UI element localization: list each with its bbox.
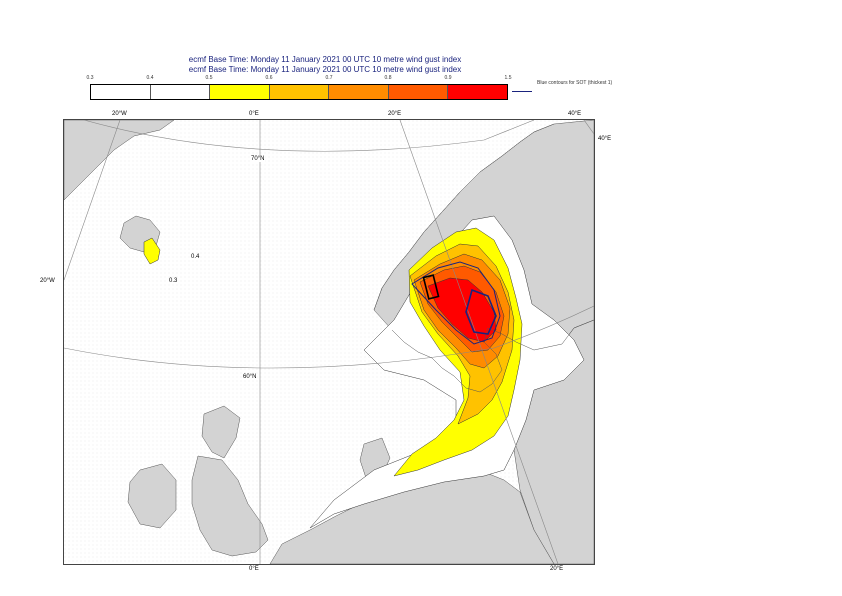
greenland-east-coast [64, 120, 175, 201]
chart-title-line-1: ecmf Base Time: Monday 11 January 2021 0… [188, 55, 462, 64]
scotland [201, 405, 241, 459]
coastlines [373, 123, 594, 393]
coast-scandinavia [373, 123, 555, 311]
legend-tick-1: 0.4 [146, 75, 154, 81]
legend-swatch-1 [150, 85, 211, 99]
legend-swatch-4 [329, 85, 389, 99]
color-legend-bar [90, 84, 508, 100]
meridian-40e [583, 120, 594, 135]
map-canvas [64, 120, 594, 564]
great-britain [191, 455, 269, 557]
lon-label-bottom-20e: 20°E [550, 566, 564, 572]
legend-swatch-6 [448, 85, 508, 99]
lon-label-top-40e: 40°E [568, 111, 582, 117]
lat-label-70n: 70°N [250, 156, 266, 162]
legend-swatch-2 [210, 85, 270, 99]
lon-label-top-20w: 20°W [112, 111, 127, 117]
graticule [64, 120, 594, 564]
sot-legend-line [512, 91, 532, 92]
sot-legend-note: Blue contours for SOT (thickest 1) [537, 80, 613, 86]
highlight-box [422, 274, 440, 300]
parallel-70n [83, 120, 535, 152]
legend-tick-2: 0.5 [205, 75, 213, 81]
legend-tick-7: 1.5 [504, 75, 512, 81]
legend-swatch-0 [91, 85, 151, 99]
contour-label-04: 0.4 [190, 254, 201, 260]
lon-label-top-20e: 20°E [388, 111, 402, 117]
parallel-60n [64, 305, 594, 369]
coast-baltic [391, 319, 594, 393]
legend-tick-6: 0.9 [444, 75, 452, 81]
contour-09-fill [427, 277, 497, 343]
lon-label-bottom-0: 0°E [249, 566, 259, 572]
lon-label-right-40e: 40°E [598, 136, 612, 142]
sot-contours [411, 261, 501, 345]
contour-label-03: 0.3 [168, 278, 179, 284]
legend-tick-0: 0.3 [86, 75, 94, 81]
legend-swatch-3 [269, 85, 330, 99]
chart-title-line-2: ecmf Base Time: Monday 11 January 2021 0… [188, 65, 462, 74]
legend-tick-3: 0.6 [265, 75, 273, 81]
map-panel: 70°N 60°N 0.4 0.3 [63, 119, 595, 565]
lat-label-60n: 60°N [242, 374, 258, 380]
legend-tick-4: 0.7 [325, 75, 333, 81]
sot-contour-b [465, 288, 497, 335]
lon-label-left-20w: 20°W [40, 278, 55, 284]
sot-contour-a [411, 261, 501, 345]
iceland-contour-05-fill [143, 237, 161, 265]
legend-tick-5: 0.8 [384, 75, 392, 81]
lon-label-top-0: 0°E [249, 111, 259, 117]
ireland [127, 463, 177, 529]
legend-swatch-5 [388, 85, 449, 99]
meridian-20w [64, 120, 121, 281]
